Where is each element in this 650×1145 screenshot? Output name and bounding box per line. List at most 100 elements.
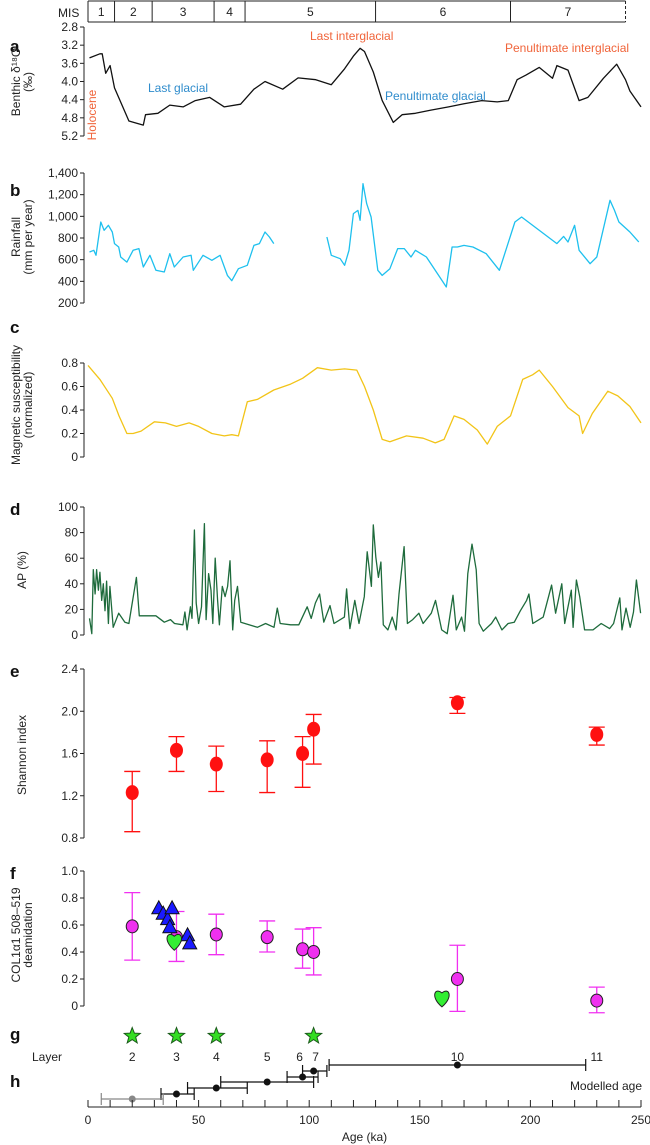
y-tick-label-a: 3.6 — [61, 56, 78, 70]
x-tick-label: 50 — [192, 1113, 206, 1127]
panel-label-g: g — [10, 1025, 20, 1044]
data-point-e — [307, 721, 321, 737]
annotation-last-glacial: Last glacial — [148, 81, 208, 95]
data-point-e — [169, 742, 183, 758]
star-marker-g — [122, 1026, 142, 1045]
y-axis-label-b: (mm per year) — [21, 199, 35, 274]
annotation-penultimate-interglacial: Penultimate interglacial — [505, 41, 629, 55]
y-tick-label-c: 0.6 — [61, 380, 78, 394]
y-tick-label-e: 2.0 — [61, 704, 78, 718]
y-tick-label-f: 0.6 — [61, 918, 78, 932]
data-point-e — [125, 785, 139, 801]
age-point — [172, 1090, 180, 1098]
y-tick-label-d: 80 — [65, 526, 79, 540]
star-marker-g — [206, 1026, 226, 1045]
y-tick-label-b: 400 — [58, 274, 78, 288]
y-tick-label-e: 0.8 — [61, 831, 78, 845]
triangle-point-f — [181, 934, 198, 950]
y-tick-label-a: 3.2 — [61, 38, 78, 52]
y-tick-label-e: 2.4 — [61, 662, 78, 676]
layer-number-2: 2 — [129, 1050, 136, 1064]
layer-number-11: 11 — [591, 1050, 604, 1064]
data-point-f — [307, 945, 321, 959]
series-line-c — [87, 364, 642, 445]
mis-label: MIS — [58, 6, 79, 20]
data-point-e — [260, 752, 274, 768]
y-axis-label-f: COL1α1 508–519 — [9, 887, 23, 982]
data-point-f — [590, 993, 604, 1008]
age-point — [212, 1084, 220, 1092]
panel-label-e: e — [10, 662, 19, 681]
mis-stage-6: 6 — [440, 5, 447, 19]
panel-label-d: d — [10, 500, 20, 519]
y-tick-label-a: 2.8 — [61, 20, 78, 34]
mis-stage-4: 4 — [226, 5, 233, 19]
y-tick-label-a: 4.4 — [61, 93, 78, 107]
layer-number-4: 4 — [213, 1050, 220, 1064]
data-point-e — [296, 746, 310, 761]
annotation-holocene: Holocene — [85, 89, 99, 140]
y-tick-label-d: 20 — [65, 602, 79, 616]
triangle-point-f — [164, 899, 180, 915]
y-axis-label-b: Rainfall — [9, 217, 23, 257]
y-tick-label-c: 0.4 — [61, 403, 78, 417]
data-point-e — [450, 695, 464, 711]
triangle-point-f — [162, 918, 178, 934]
star-marker-g — [167, 1026, 186, 1045]
annotation-penultimate-glacial: Penultimate glacial — [385, 89, 486, 103]
mis-stage-3: 3 — [180, 5, 187, 19]
layer-number-5: 5 — [264, 1050, 271, 1064]
y-axis-label-a: Benthic δ¹⁸O — [9, 48, 23, 116]
age-point — [299, 1073, 307, 1081]
panel-label-a: a — [10, 37, 20, 56]
annotation-last-interglacial: Last interglacial — [310, 29, 393, 43]
modelled-age-label: Modelled age — [570, 1079, 642, 1093]
data-point-f — [296, 942, 310, 957]
data-point-e — [590, 726, 604, 742]
x-tick-label: 200 — [520, 1113, 540, 1127]
y-tick-label-a: 4.0 — [61, 75, 78, 89]
y-tick-label-f: 1.0 — [61, 864, 78, 878]
y-axis-label-a: (‰) — [21, 72, 35, 92]
y-tick-label-e: 1.2 — [61, 789, 78, 803]
y-tick-label-f: 0 — [71, 999, 78, 1013]
layer-number-3: 3 — [173, 1050, 180, 1064]
data-point-e — [209, 756, 223, 772]
y-axis-label-f: deamidation — [21, 902, 35, 967]
series-line-b — [89, 221, 275, 282]
y-tick-label-b: 1,400 — [48, 166, 78, 180]
x-tick-label: 150 — [410, 1113, 430, 1127]
layer-number-6: 6 — [296, 1050, 303, 1064]
age-point — [453, 1061, 461, 1069]
y-tick-label-b: 600 — [58, 253, 78, 267]
y-axis-label-d: AP (%) — [15, 551, 29, 589]
age-point — [128, 1095, 136, 1103]
series-line-a — [89, 47, 642, 126]
y-tick-label-c: 0.2 — [61, 427, 78, 441]
y-tick-label-b: 1,200 — [48, 188, 78, 202]
layer-label: Layer — [32, 1050, 62, 1064]
layer-number-7: 7 — [312, 1050, 319, 1064]
x-axis-label: Age (ka) — [342, 1130, 387, 1144]
y-tick-label-c: 0 — [71, 450, 78, 464]
y-tick-label-d: 40 — [65, 577, 79, 591]
star-marker-g — [304, 1026, 324, 1045]
y-tick-label-f: 0.2 — [61, 972, 78, 986]
y-axis-label-c: Magnetic susceptibility — [9, 345, 23, 465]
panel-label-f: f — [10, 864, 16, 883]
y-tick-label-a: 4.8 — [61, 111, 78, 125]
mis-stage-5: 5 — [307, 5, 314, 19]
heart-point-f — [434, 990, 450, 1008]
y-tick-label-f: 0.8 — [61, 891, 78, 905]
y-tick-label-a: 5.2 — [61, 129, 78, 143]
data-point-f — [125, 919, 139, 934]
mis-stage-2: 2 — [130, 5, 137, 19]
mis-stage-1: 1 — [98, 5, 105, 19]
x-tick-label: 0 — [85, 1113, 92, 1127]
data-point-f — [209, 927, 223, 942]
series-line-d — [88, 522, 642, 635]
y-tick-label-b: 1,000 — [48, 209, 78, 223]
layer-number-10: 10 — [451, 1050, 465, 1064]
age-point — [263, 1078, 271, 1086]
